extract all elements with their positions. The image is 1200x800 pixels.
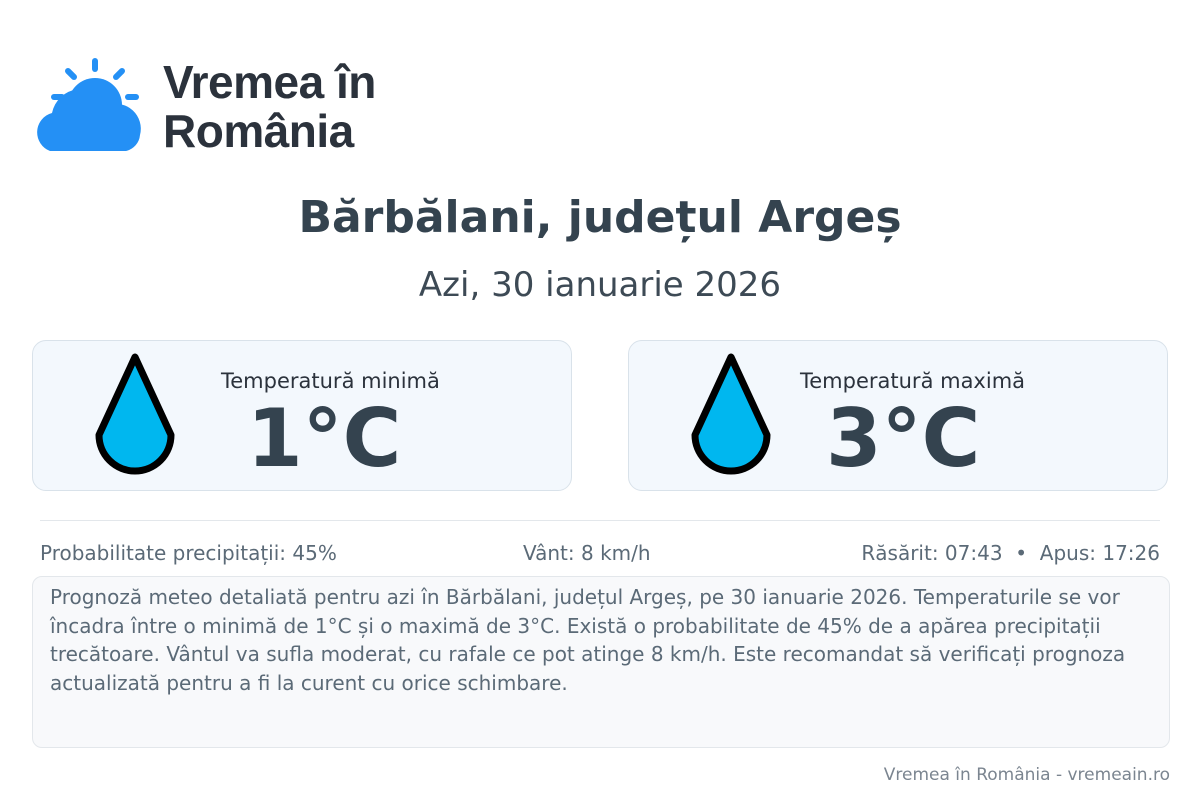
min-temp-value: 1°C [247,392,402,485]
brand-line2: România [163,105,354,157]
min-temp-card: Temperatură minimă 1°C [32,340,572,491]
water-drop-icon [95,353,175,475]
forecast-date: Azi, 30 ianuarie 2026 [418,265,782,305]
precipitation-stat: Probabilitate precipitații: 45% [40,541,337,565]
footer-credit: Vremea în România - vremeain.ro [883,765,1170,785]
brand-name: Vremea în România [163,58,376,156]
logo-sun-cloud-icon [36,55,146,159]
forecast-description: Prognoză meteo detaliată pentru azi în B… [32,576,1170,748]
divider [40,520,1160,521]
min-temp-label: Temperatură minimă [221,369,440,393]
max-temp-value: 3°C [826,392,981,485]
sun-stat: Răsărit: 07:43 • Apus: 17:26 [861,541,1160,565]
max-temp-card: Temperatură maximă 3°C [628,340,1168,491]
wind-stat: Vânt: 8 km/h [523,541,651,565]
max-temp-label: Temperatură maximă [800,369,1026,393]
brand-line1: Vremea în [163,56,376,108]
water-drop-icon [691,353,771,475]
page-title: Bărbălani, județul Argeș [298,192,902,243]
